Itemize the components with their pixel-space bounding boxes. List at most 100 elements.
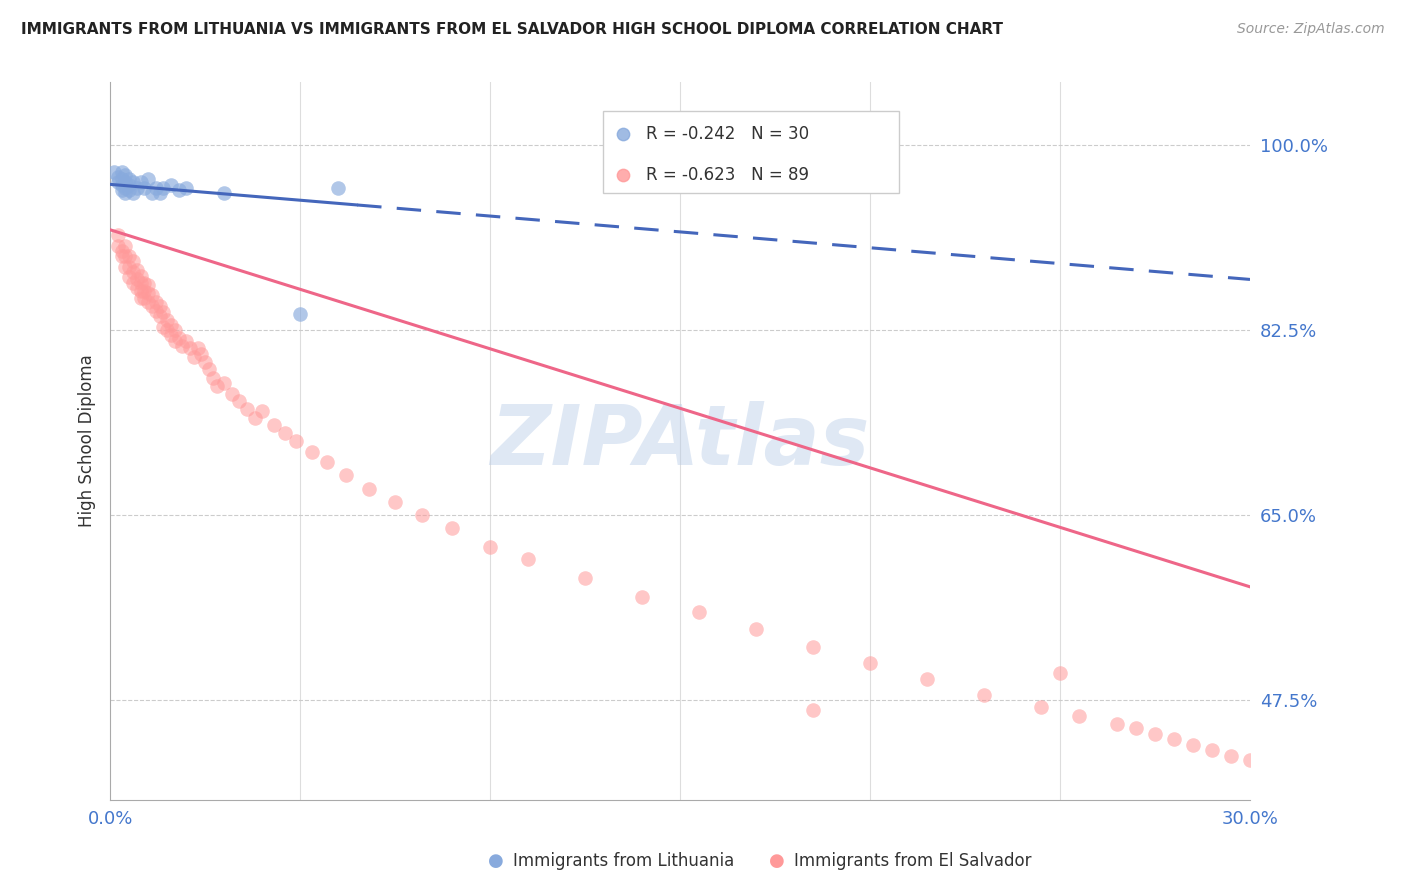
Point (285, 434, 308, 448)
Point (263, 418, 285, 433)
Text: Source: ZipAtlas.com: Source: ZipAtlas.com (1237, 22, 1385, 37)
Point (357, 482, 380, 496)
Point (129, 284, 152, 298)
Point (141, 299, 163, 313)
Point (205, 379, 228, 393)
Point (110, 164, 132, 178)
Point (243, 410, 266, 425)
Point (114, 249, 136, 263)
Point (107, 238, 129, 252)
Point (228, 393, 250, 408)
Point (179, 341, 201, 355)
Point (110, 244, 132, 258)
Point (198, 362, 221, 376)
Point (194, 355, 217, 369)
Point (190, 347, 212, 361)
Point (152, 180, 174, 194)
Point (122, 175, 145, 189)
Text: Immigrants from El Salvador: Immigrants from El Salvador (794, 852, 1032, 870)
Point (122, 265, 145, 279)
Point (134, 276, 156, 290)
Point (136, 286, 159, 301)
Point (1029, 700, 1052, 714)
Point (1049, 666, 1071, 681)
Point (163, 334, 186, 348)
Point (125, 281, 148, 295)
Point (335, 467, 357, 482)
Point (114, 186, 136, 200)
Point (250, 404, 273, 418)
Point (141, 288, 163, 302)
Point (160, 178, 183, 193)
Text: ●: ● (769, 852, 785, 870)
Point (201, 370, 224, 384)
Point (160, 328, 183, 343)
Point (107, 169, 129, 184)
Point (136, 294, 159, 309)
Point (114, 168, 136, 182)
Point (129, 292, 152, 306)
Point (1220, 748, 1243, 763)
Point (129, 175, 152, 189)
Point (315, 455, 337, 469)
Point (114, 180, 136, 194)
Point (125, 272, 148, 286)
Point (326, 180, 349, 194)
Point (136, 172, 159, 186)
Point (441, 521, 464, 535)
Point (163, 323, 186, 337)
Point (118, 270, 141, 285)
Point (134, 284, 156, 298)
Point (187, 341, 209, 355)
Point (145, 180, 167, 194)
Point (160, 318, 183, 332)
Point (114, 175, 136, 189)
Point (1182, 739, 1205, 753)
Point (411, 508, 433, 522)
Text: IMMIGRANTS FROM LITHUANIA VS IMMIGRANTS FROM EL SALVADOR HIGH SCHOOL DIPLOMA COR: IMMIGRANTS FROM LITHUANIA VS IMMIGRANTS … (21, 22, 1002, 37)
Point (574, 571, 596, 585)
Point (288, 307, 311, 321)
Text: ZIPAtlas: ZIPAtlas (491, 401, 870, 482)
Point (118, 178, 141, 193)
Point (915, 672, 938, 686)
Point (118, 260, 141, 274)
Point (129, 269, 152, 284)
Point (122, 276, 145, 290)
Point (148, 186, 170, 200)
Point (129, 276, 152, 290)
Point (1201, 742, 1223, 756)
Point (141, 186, 163, 200)
Point (145, 304, 167, 318)
Point (125, 263, 148, 277)
Point (134, 180, 156, 194)
Point (152, 320, 174, 334)
Point (183, 350, 205, 364)
Point (174, 334, 197, 348)
Point (167, 330, 190, 344)
Point (110, 172, 132, 186)
Point (1143, 726, 1166, 740)
Point (122, 254, 145, 268)
Point (1105, 717, 1128, 731)
Point (110, 183, 132, 197)
Point (152, 305, 174, 319)
Point (221, 386, 243, 401)
Point (212, 186, 235, 200)
Point (517, 552, 540, 566)
Point (118, 183, 141, 197)
Point (236, 402, 259, 417)
Point (688, 605, 710, 619)
Point (1163, 731, 1185, 746)
Point (1125, 722, 1147, 736)
Point (212, 376, 235, 390)
Point (745, 622, 768, 636)
Point (134, 292, 156, 306)
Point (122, 186, 145, 200)
Point (145, 294, 167, 309)
Point (1239, 753, 1261, 767)
Point (801, 703, 824, 717)
Point (801, 640, 824, 654)
Point (114, 238, 136, 252)
Point (156, 312, 179, 326)
